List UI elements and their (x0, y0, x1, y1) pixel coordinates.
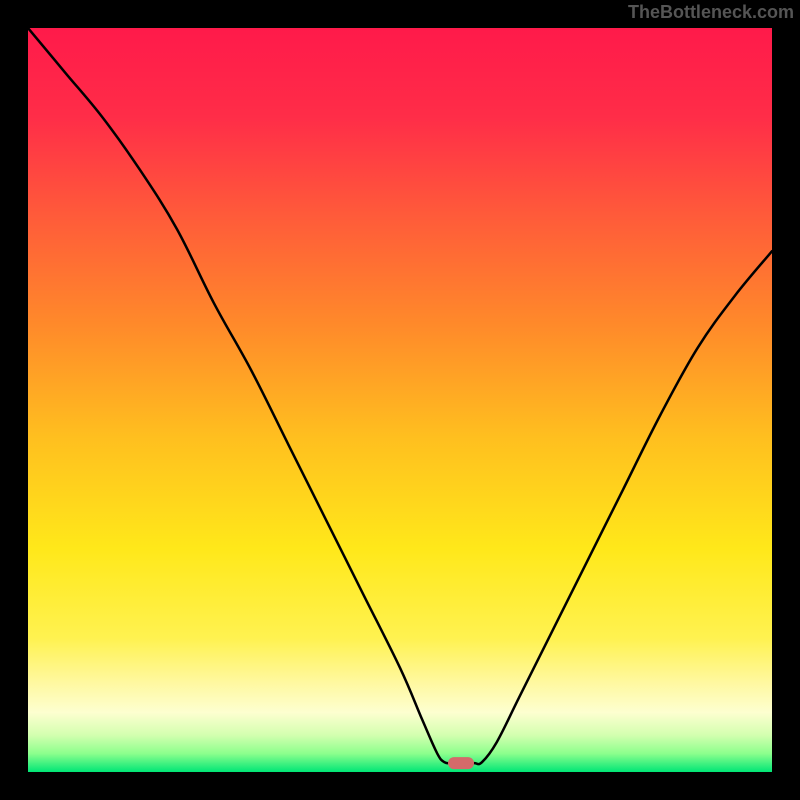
sweet-spot-marker (448, 757, 474, 769)
gradient-background (28, 28, 772, 772)
watermark: TheBottleneck.com (628, 2, 794, 23)
chart-svg (28, 28, 772, 772)
bottleneck-chart (28, 28, 772, 772)
